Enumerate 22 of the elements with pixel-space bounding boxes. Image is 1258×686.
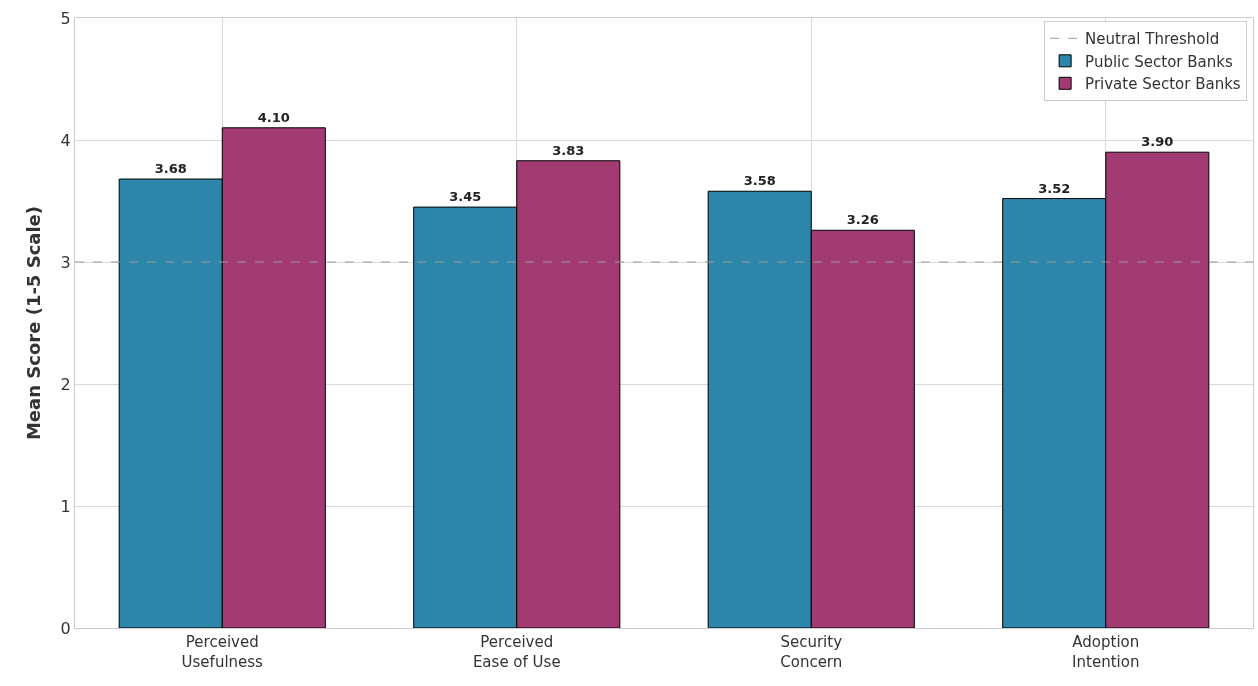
y-tick-label: 5 [60, 8, 71, 28]
data-label: 3.68 [154, 161, 187, 177]
y-axis-title: Mean Score (1-5 Scale) [22, 205, 44, 441]
x-tick-label: Adoption Intention [1072, 633, 1140, 671]
y-tick-label: 0 [60, 618, 71, 638]
x-tick-label: Perceived Ease of Use [472, 633, 561, 671]
x-tick-label: Security Concern [780, 633, 843, 671]
data-label: 3.45 [449, 189, 482, 205]
data-label: 3.83 [552, 142, 585, 158]
y-tick-label: 2 [60, 374, 71, 394]
data-label: 3.90 [1141, 134, 1174, 150]
y-tick-label: 4 [60, 130, 71, 150]
legend-label: Private Sector Banks [1085, 75, 1241, 94]
x-tick-label: Perceived Usefulness [181, 633, 264, 671]
y-tick-label: 1 [60, 496, 71, 516]
y-tick-label: 3 [60, 252, 71, 272]
data-label: 4.10 [257, 109, 290, 125]
legend-label: Neutral Threshold [1085, 30, 1220, 49]
data-label: 3.26 [846, 212, 879, 228]
data-label: 3.58 [743, 173, 776, 189]
data-label: 3.52 [1038, 180, 1071, 196]
legend-label: Public Sector Banks [1085, 52, 1233, 71]
